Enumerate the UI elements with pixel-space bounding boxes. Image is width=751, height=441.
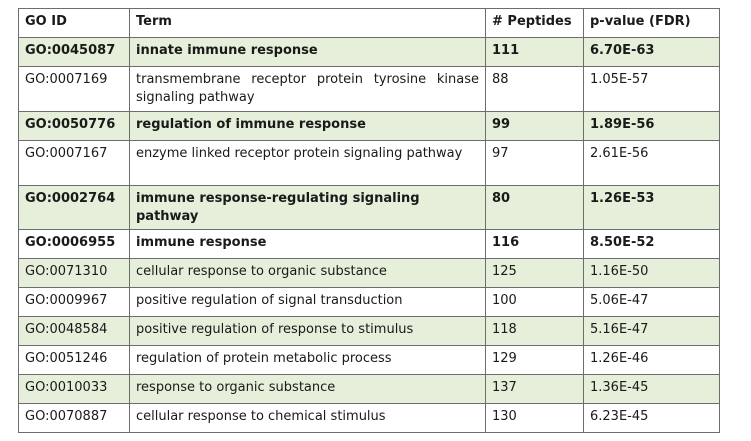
- cell-go-id: GO:0007169: [18, 66, 130, 112]
- cell-go-id: GO:0070887: [18, 403, 130, 433]
- cell-pvalue: 8.50E-52: [583, 229, 720, 259]
- cell-go-id: GO:0009967: [18, 287, 130, 317]
- cell-term: positive regulation of response to stimu…: [129, 316, 486, 346]
- cell-term: immune response: [129, 229, 486, 259]
- header-term: Term: [129, 8, 486, 38]
- cell-pvalue: 1.05E-57: [583, 66, 720, 112]
- cell-peptides: 99: [485, 111, 584, 141]
- header-peptides: # Peptides: [485, 8, 584, 38]
- table-body: GO:0045087 innate immune response 111 6.70E…: [18, 37, 720, 433]
- cell-term: cellular response to chemical stimulus: [129, 403, 486, 433]
- cell-pvalue: 1.26E-53: [583, 185, 720, 230]
- cell-pvalue: 5.16E-47: [583, 316, 720, 346]
- table-row: GO:0007169 transmembrane receptor protein…: [18, 66, 720, 112]
- table-row: GO:0007167 enzyme linked receptor protein…: [18, 140, 720, 186]
- cell-peptides: 88: [485, 66, 584, 112]
- cell-pvalue: 6.70E-63: [583, 37, 720, 67]
- table-row: GO:0006955 immune response 116 8.50E-52: [18, 229, 720, 259]
- cell-term: positive regulation of signal transducti…: [129, 287, 486, 317]
- cell-peptides: 137: [485, 374, 584, 404]
- table-row: GO:0050776 regulation of immune response 9…: [18, 111, 720, 141]
- cell-pvalue: 5.06E-47: [583, 287, 720, 317]
- cell-go-id: GO:0071310: [18, 258, 130, 288]
- cell-go-id: GO:0050776: [18, 111, 130, 141]
- cell-go-id: GO:0010033: [18, 374, 130, 404]
- cell-term: transmembrane receptor protein tyrosine …: [129, 66, 486, 112]
- header-go-id: GO ID: [18, 8, 130, 38]
- cell-go-id: GO:0006955: [18, 229, 130, 259]
- cell-pvalue: 2.61E-56: [583, 140, 720, 186]
- cell-term: regulation of immune response: [129, 111, 486, 141]
- cell-peptides: 116: [485, 229, 584, 259]
- cell-go-id: GO:0007167: [18, 140, 130, 186]
- cell-go-id: GO:0048584: [18, 316, 130, 346]
- table-row: GO:0009967 positive regulation of signal …: [18, 287, 720, 317]
- table-row: GO:0070887 cellular response to chemical …: [18, 403, 720, 433]
- cell-peptides: 80: [485, 185, 584, 230]
- table-row: GO:0071310 cellular response to organic s…: [18, 258, 720, 288]
- header-row: GO ID Term # Peptides p-value (FDR): [18, 8, 720, 38]
- table-row: GO:0010033 response to organic substance 1…: [18, 374, 720, 404]
- cell-pvalue: 1.89E-56: [583, 111, 720, 141]
- cell-term: regulation of protein metabolic process: [129, 345, 486, 375]
- cell-peptides: 129: [485, 345, 584, 375]
- cell-term: innate immune response: [129, 37, 486, 67]
- cell-term: immune response-regulating signaling pat…: [129, 185, 486, 230]
- table-row: GO:0051246 regulation of protein metaboli…: [18, 345, 720, 375]
- cell-pvalue: 1.16E-50: [583, 258, 720, 288]
- cell-peptides: 100: [485, 287, 584, 317]
- cell-peptides: 130: [485, 403, 584, 433]
- cell-go-id: GO:0002764: [18, 185, 130, 230]
- header-pvalue: p-value (FDR): [583, 8, 720, 38]
- go-enrichment-table: GO ID Term # Peptides p-value (FDR) GO:0…: [18, 8, 720, 433]
- cell-term: cellular response to organic substance: [129, 258, 486, 288]
- table-row: GO:0048584 positive regulation of respons…: [18, 316, 720, 346]
- cell-go-id: GO:0045087: [18, 37, 130, 67]
- cell-term: enzyme linked receptor protein signaling…: [129, 140, 486, 186]
- cell-pvalue: 1.26E-46: [583, 345, 720, 375]
- cell-term: response to organic substance: [129, 374, 486, 404]
- cell-pvalue: 6.23E-45: [583, 403, 720, 433]
- cell-peptides: 97: [485, 140, 584, 186]
- cell-peptides: 118: [485, 316, 584, 346]
- cell-peptides: 125: [485, 258, 584, 288]
- cell-peptides: 111: [485, 37, 584, 67]
- cell-go-id: GO:0051246: [18, 345, 130, 375]
- cell-pvalue: 1.36E-45: [583, 374, 720, 404]
- table-row: GO:0045087 innate immune response 111 6.70E…: [18, 37, 720, 67]
- table-row: GO:0002764 immune response-regulating sig…: [18, 185, 720, 230]
